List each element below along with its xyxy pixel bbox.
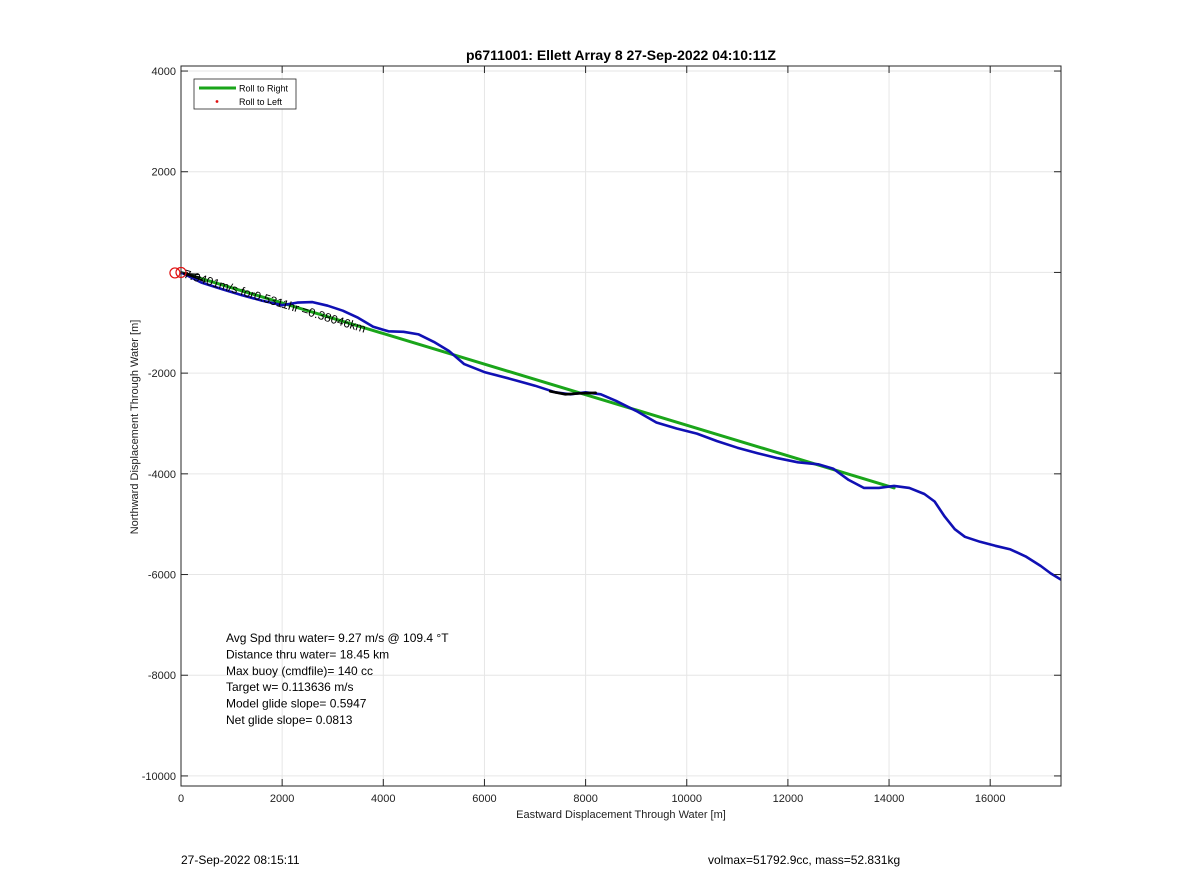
x-tick-label: 14000 bbox=[874, 793, 905, 805]
y-tick-label: -10000 bbox=[142, 771, 176, 783]
y-tick-label: -4000 bbox=[148, 469, 176, 481]
y-tick-label: -6000 bbox=[148, 570, 176, 582]
axes: 0 2000 4000 6000 8000 10000 12000 14000 16000 400… bbox=[142, 65, 1062, 805]
legend-swatch-dot bbox=[215, 100, 219, 103]
stats-box: Avg Spd thru water= 9.27 m/s @ 109.4 °T D… bbox=[226, 631, 449, 727]
x-tick-label: 10000 bbox=[671, 793, 702, 805]
x-tick-label: 8000 bbox=[573, 793, 597, 805]
y-tick-label: 4000 bbox=[152, 66, 176, 78]
legend-label: Roll to Left bbox=[239, 97, 283, 107]
start-marker bbox=[175, 266, 187, 279]
x-tick-label: 0 bbox=[178, 793, 184, 805]
stats-line: Distance thru water= 18.45 km bbox=[226, 647, 389, 661]
stats-line: Target w= 0.113636 m/s bbox=[226, 680, 354, 694]
x-tick-label: 16000 bbox=[975, 793, 1006, 805]
stats-line: Avg Spd thru water= 9.27 m/s @ 109.4 °T bbox=[226, 631, 449, 645]
legend-box bbox=[193, 78, 297, 110]
y-tick-label: -8000 bbox=[148, 670, 176, 682]
chart-title: p6711001: Ellett Array 8 27-Sep-2022 04:… bbox=[466, 47, 776, 63]
start-marker bbox=[169, 267, 181, 279]
legend-label: Roll to Right bbox=[239, 84, 289, 94]
y-axis-label: Northward Displacement Through Water [m] bbox=[129, 320, 141, 535]
x-tick-label: 4000 bbox=[371, 793, 395, 805]
legend: Roll to Right Roll to Left bbox=[193, 78, 297, 110]
y-tick-label: -2000 bbox=[148, 368, 176, 380]
x-tick-label: 12000 bbox=[773, 793, 804, 805]
footer-timestamp: 27-Sep-2022 08:15:11 bbox=[181, 853, 300, 867]
heading-arrow-mark bbox=[182, 272, 204, 282]
x-axis-label: Eastward Displacement Through Water [m] bbox=[516, 809, 726, 821]
footer-mass-info: volmax=51792.9cc, mass=52.831kg bbox=[708, 853, 901, 867]
axes-box bbox=[180, 65, 1062, 787]
x-tick-label: 6000 bbox=[472, 793, 496, 805]
stats-line: Max buoy (cmdfile)= 140 cc bbox=[226, 664, 373, 678]
series-line-0 bbox=[181, 270, 896, 490]
x-tick-label: 2000 bbox=[270, 793, 294, 805]
stats-line: Model glide slope= 0.5947 bbox=[226, 697, 367, 711]
stats-line: Net glide slope= 0.0813 bbox=[226, 713, 353, 727]
series-line-2 bbox=[548, 389, 598, 396]
series-line-1 bbox=[181, 271, 1061, 581]
y-tick-label: 2000 bbox=[152, 167, 176, 179]
